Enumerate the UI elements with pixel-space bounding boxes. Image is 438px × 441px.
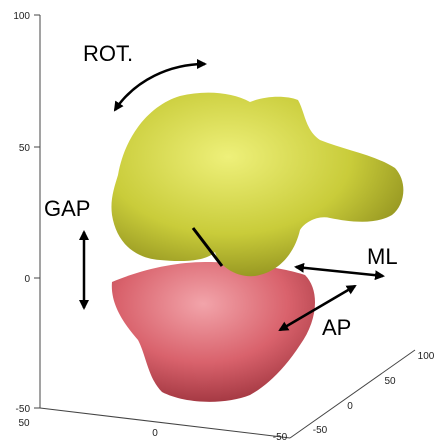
front-axis [39, 407, 291, 439]
tick-label: 100 [418, 351, 435, 362]
tick-label: 0 [152, 428, 158, 439]
gap-label: GAP [44, 196, 90, 221]
tick-label: 0 [24, 274, 30, 285]
tick-label: 0 [347, 401, 353, 412]
femur [111, 92, 404, 277]
tibia [111, 262, 316, 402]
tick-label: 50 [18, 418, 30, 429]
connector-line [191, 227, 224, 267]
ap-label: AP [322, 315, 351, 340]
ml-label: ML [367, 244, 398, 269]
axes [34, 14, 416, 439]
depth-axis [289, 349, 416, 439]
tick-label: -50 [313, 425, 328, 436]
ml-arrow [294, 262, 385, 281]
tick-label: 100 [13, 11, 30, 22]
ap-arrow [278, 284, 357, 332]
tick-label: -50 [16, 404, 31, 415]
tick-label: 50 [19, 143, 31, 154]
tick-label: -50 [273, 432, 288, 441]
rotation-arrow [113, 59, 207, 112]
rotation-label: ROT. [83, 41, 133, 66]
tick-label: 50 [384, 376, 396, 387]
